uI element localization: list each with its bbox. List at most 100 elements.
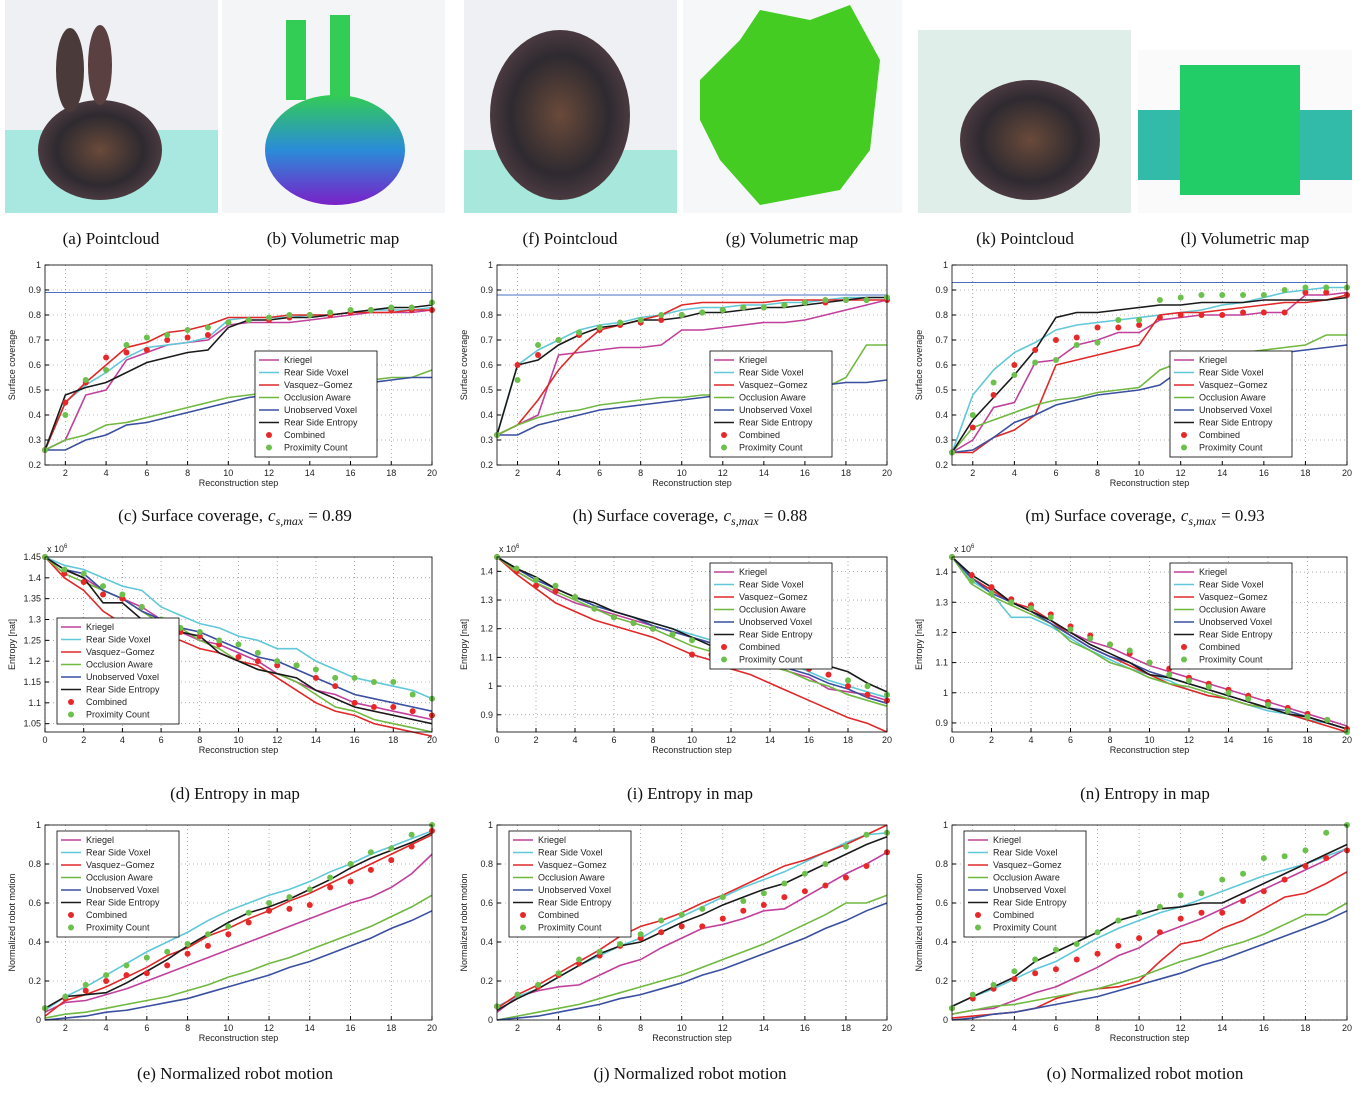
data-point [611,614,617,620]
x-tick-label: 6 [144,1023,149,1033]
x-tick-label: 4 [1028,735,1033,745]
x-tick-label: 10 [223,1023,233,1033]
legend-label: Rear Side Voxel [538,848,603,858]
x-tick-label: 10 [1134,1023,1144,1033]
chart-caption: (m) Surface coverage,cs,max= 0.93 [1025,506,1264,528]
x-tick-label: 16 [1259,468,1269,478]
legend-swatch [1181,445,1187,451]
data-point [740,908,746,914]
y-tick-label: 1.1 [480,652,493,662]
data-point [553,588,559,594]
axis-multiplier: x 106 [47,544,68,554]
x-tick-label: 4 [1012,1023,1017,1033]
data-point [1053,337,1059,343]
data-point [103,972,109,978]
data-point [843,875,849,881]
data-point [1178,312,1184,318]
data-point [826,672,832,678]
data-point [390,679,396,685]
data-point [740,305,746,311]
y-tick-label: 0.5 [935,385,948,395]
data-point [1011,968,1017,974]
data-point [631,620,637,626]
data-point [1087,635,1093,641]
data-point [535,352,541,358]
data-point [307,902,313,908]
data-point [1136,910,1142,916]
chart: 00.20.40.60.812468101214161820Reconstruc… [7,820,437,1083]
data-point [205,332,211,338]
y-tick-label: 0.8 [28,859,41,869]
x-tick-label: 14 [1217,1023,1227,1033]
x-tick-label: 4 [572,735,577,745]
x-tick-label: 2 [989,735,994,745]
x-tick-label: 12 [1176,1023,1186,1033]
legend-label: Occlusion Aware [538,873,605,883]
y-tick-label: 1.4 [480,566,493,576]
x-tick-label: 10 [677,1023,687,1033]
y-tick-label: 0.6 [935,360,948,370]
image-volumetric-map [683,0,902,213]
y-tick-label: 0.8 [935,859,948,869]
legend-label: Combined [993,910,1034,920]
legend-swatch [68,925,74,931]
y-tick-label: 1.1 [935,658,948,668]
legend-label: Proximity Count [993,923,1057,933]
chart-caption: (o) Normalized robot motion [1047,1064,1244,1083]
chart: 0.20.30.40.50.60.70.80.91246810121416182… [459,260,892,528]
x-tick-label: 10 [687,735,697,745]
data-point [185,327,191,333]
legend-label: Vasquez−Gomez [993,860,1062,870]
data-point [863,832,869,838]
data-point [144,970,150,976]
x-axis-label: Reconstruction step [199,745,279,755]
y-tick-label: 1 [488,260,493,270]
data-point [617,320,623,326]
data-point [1032,360,1038,366]
legend: KriegelRear Side VoxelVasquez−GomezOcclu… [57,618,179,724]
x-tick-label: 6 [1053,468,1058,478]
data-point [1053,966,1059,972]
data-point [535,342,541,348]
x-tick-label: 8 [650,735,655,745]
data-point [1219,312,1225,318]
data-point [1285,708,1291,714]
data-point [553,583,559,589]
x-tick-label: 10 [223,468,233,478]
legend-swatch [266,445,272,451]
data-point [1240,292,1246,298]
legend-label: Combined [739,430,780,440]
data-point [1206,684,1212,690]
legend-label: Vasquez−Gomez [86,647,155,657]
data-point [1198,312,1204,318]
legend-swatch [266,432,272,438]
x-axis-label: Reconstruction step [1110,478,1190,488]
data-point [123,972,129,978]
x-tick-label: 10 [677,468,687,478]
y-tick-label: 0.4 [28,937,41,947]
x-tick-label: 18 [388,735,398,745]
y-tick-label: 0.2 [28,460,41,470]
x-tick-label: 14 [305,1023,315,1033]
data-point [679,923,685,929]
data-point [970,425,976,431]
x-tick-label: 6 [1053,1023,1058,1033]
data-point [368,867,374,873]
data-point [514,565,520,571]
chart: 0.20.30.40.50.60.70.80.91246810121416182… [914,260,1352,528]
data-point [991,380,997,386]
x-tick-label: 2 [515,1023,520,1033]
legend: KriegelRear Side VoxelVasquez−GomezOcclu… [255,351,377,457]
chart-caption: (d) Entropy in map [170,784,300,803]
data-point [1107,642,1113,648]
data-point [1095,325,1101,331]
x-tick-label: 14 [311,735,321,745]
x-tick-label: 2 [970,468,975,478]
caption-subscript: s,max [1188,514,1216,528]
data-point [1115,325,1121,331]
x-tick-label: 16 [346,468,356,478]
data-point [307,886,313,892]
data-point [352,700,358,706]
data-point [699,923,705,929]
y-tick-label: 0.9 [480,710,493,720]
